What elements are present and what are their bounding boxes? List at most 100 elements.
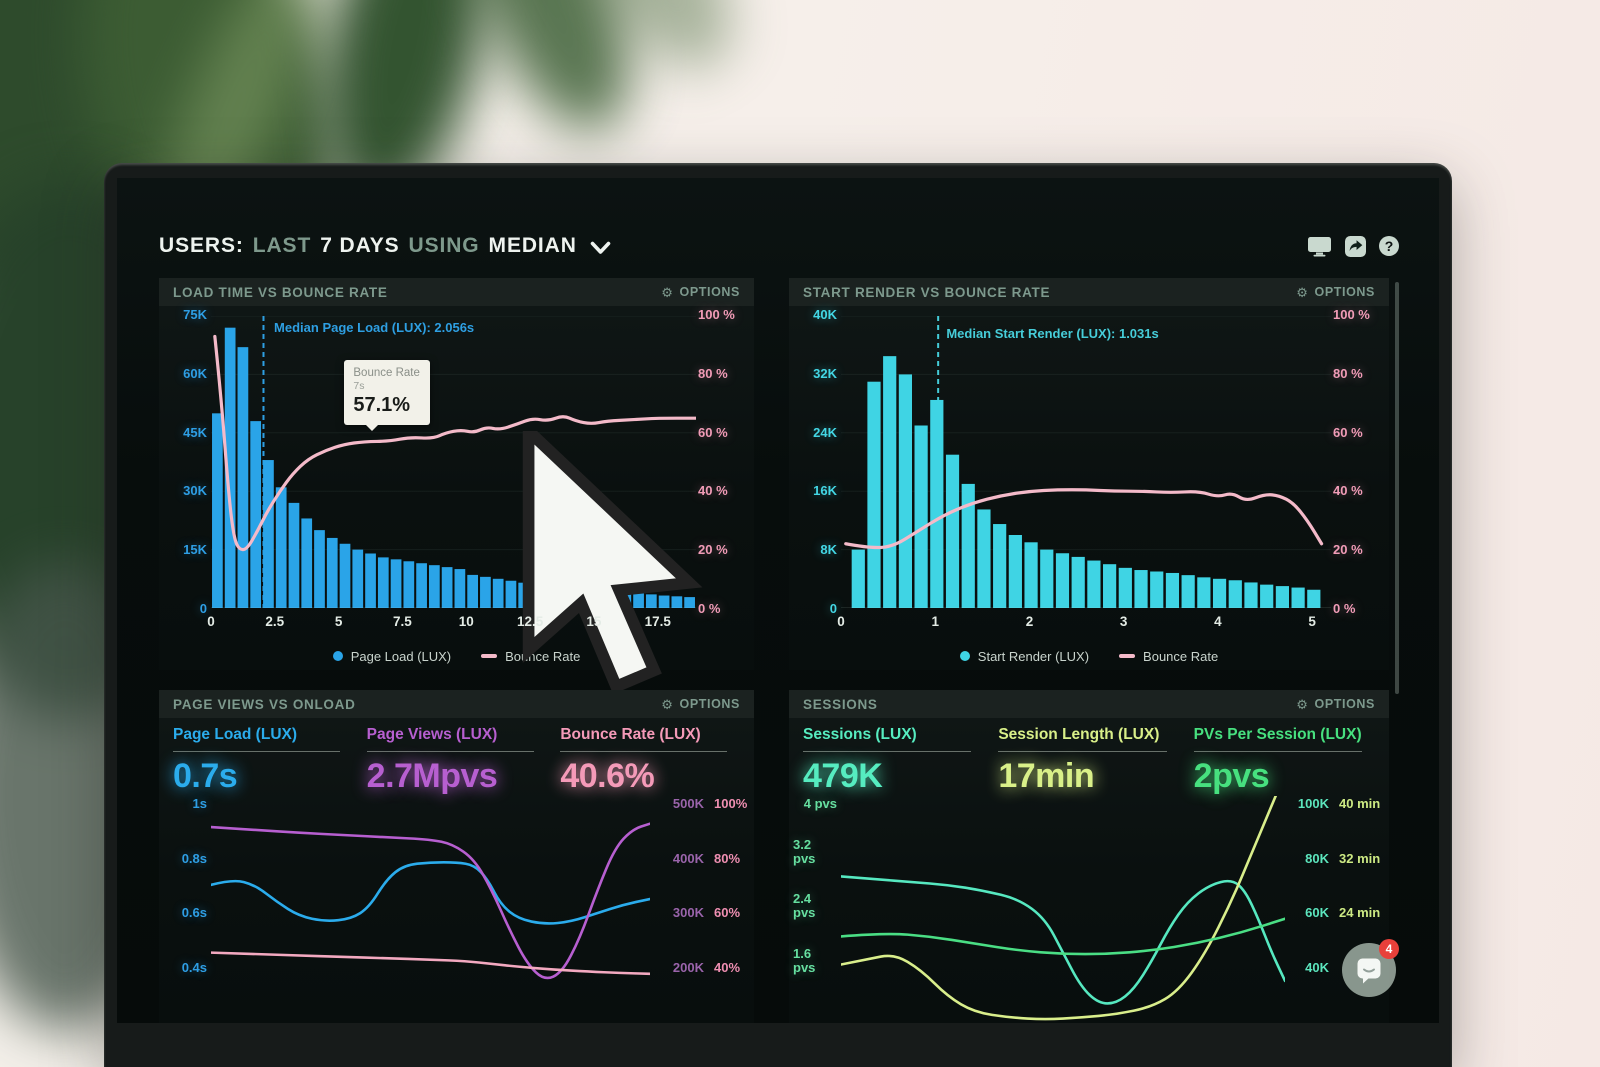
- axis-label: 60 %: [1333, 424, 1363, 440]
- axis-label: 0: [829, 600, 837, 616]
- axis-label: 75K: [183, 307, 207, 322]
- axis-label: 200K: [672, 959, 704, 975]
- axis-label: 80%: [714, 850, 741, 866]
- metric-page-load: Page Load (LUX) 0.7s: [173, 726, 363, 796]
- axis-label-row: 300K 60%: [652, 906, 752, 920]
- options-button[interactable]: ⚙ OPTIONS: [1296, 285, 1375, 299]
- title-segment: USERS:: [159, 234, 244, 257]
- metric-underline: [366, 751, 534, 752]
- axis-label: 20 %: [698, 542, 728, 558]
- x-axis: 0 2.5 5 7.5 10 12.5 15 17.5: [207, 614, 696, 632]
- y-axis-right: 100K 40 min 80K 32 min 60K 24 min 40K: [1287, 797, 1387, 975]
- chart-canvas: [841, 316, 1331, 608]
- chart-area: 1s 0.8s 0.6s 0.4s 500K 100% 400K 80% 300K 60% 200…: [159, 796, 754, 1023]
- axis-label: 24K: [813, 424, 837, 440]
- metric-row: Page Load (LUX) 0.7s Page Views (LUX) 2.…: [159, 718, 754, 796]
- metric-row: Sessions (LUX) 479K Session Length (LUX)…: [789, 718, 1389, 796]
- x-tick-label: 0: [837, 614, 845, 629]
- dashboard-header: USERS: LAST 7 DAYS USING MEDIAN: [159, 228, 1399, 264]
- start-render-chart[interactable]: Median Start Render (LUX): 1.031s: [841, 316, 1331, 608]
- legend-item-start-render[interactable]: Start Render (LUX): [959, 648, 1090, 664]
- chat-widget-button[interactable]: 4: [1342, 939, 1399, 997]
- metric-session-length: Session Length (LUX) 17min: [998, 726, 1189, 796]
- axis-label: 0 %: [698, 600, 721, 616]
- x-tick-label: 2.5: [265, 614, 285, 629]
- axis-label-row: 60K 24 min: [1287, 906, 1387, 920]
- display-icon[interactable]: [1307, 236, 1332, 257]
- sessions-chart[interactable]: [841, 796, 1285, 1023]
- legend-item-bounce-rate[interactable]: Bounce Rate: [1119, 649, 1218, 664]
- x-tick-label: 17.5: [644, 614, 671, 629]
- chart-canvas: [211, 796, 650, 1023]
- metric-page-views: Page Views (LUX) 2.7Mpvs: [366, 726, 557, 796]
- x-tick-label: 0: [207, 614, 215, 629]
- load-time-chart[interactable]: Median Page Load (LUX): 2.056s Bounce Ra…: [211, 316, 703, 695]
- share-icon[interactable]: [1345, 235, 1366, 257]
- axis-label: 40K: [1305, 959, 1329, 975]
- axis-label-row: 200K 40%: [652, 959, 752, 975]
- axis-label: 0.6s: [181, 905, 207, 921]
- users-range-dropdown[interactable]: USERS: LAST 7 DAYS USING MEDIAN: [159, 234, 611, 258]
- title-segment: LAST: [252, 234, 312, 257]
- metric-value: 17min: [998, 757, 1095, 795]
- axis-label: 40 %: [1333, 483, 1363, 499]
- metric-pvs-per-session: PVs Per Session (LUX) 2pvs: [1193, 726, 1385, 796]
- gear-icon: ⚙: [661, 284, 674, 300]
- metric-underline: [1193, 751, 1363, 752]
- axis-label: 60K: [1305, 905, 1329, 921]
- options-button[interactable]: ⚙ OPTIONS: [1296, 697, 1375, 711]
- help-icon[interactable]: ?: [1379, 236, 1399, 256]
- x-tick-label: 7.5: [393, 614, 412, 629]
- x-tick-label: 3: [1119, 614, 1128, 629]
- axis-label: 40 %: [698, 483, 728, 499]
- axis-label: 0: [199, 600, 207, 616]
- panel-title: START RENDER VS BOUNCE RATE: [803, 284, 1051, 300]
- metric-value: 0.7s: [173, 757, 238, 795]
- header-icons: ?: [1307, 235, 1399, 257]
- median-annotation: Median Page Load (LUX): 2.056s: [274, 320, 475, 336]
- page-views-chart[interactable]: [211, 796, 650, 1023]
- axis-label: 3.2 pvs: [793, 836, 816, 866]
- options-button[interactable]: ⚙ OPTIONS: [661, 285, 740, 299]
- options-label: OPTIONS: [679, 697, 740, 711]
- axis-label: 100K: [1297, 796, 1329, 811]
- axis-label: 300K: [672, 905, 704, 921]
- tooltip-value: 57.1%: [353, 393, 411, 416]
- y-axis-right: 100 % 80 % 60 % 40 % 20 % 0 %: [1333, 308, 1385, 616]
- y-axis-right: 100 % 80 % 60 % 40 % 20 % 0 %: [698, 308, 750, 616]
- panel-load-time: LOAD TIME VS BOUNCE RATE ⚙ OPTIONS 75K 60…: [159, 278, 754, 695]
- axis-label: 0 %: [1333, 600, 1356, 616]
- axis-label: 0.4s: [181, 959, 207, 975]
- axis-label: 40K: [813, 307, 837, 322]
- gear-icon: ⚙: [1296, 284, 1309, 300]
- axis-label: 40 min: [1339, 796, 1381, 811]
- metric-value: 40.6%: [560, 757, 655, 795]
- axis-label-row: 80K 32 min: [1287, 851, 1387, 866]
- metric-label: Page Views (LUX): [366, 726, 498, 743]
- y-axis-right: 500K 100% 400K 80% 300K 60% 200K 40%: [652, 797, 752, 975]
- axis-label: 1s: [192, 796, 207, 811]
- gear-icon: ⚙: [1296, 696, 1309, 712]
- axis-label: 8K: [820, 542, 837, 558]
- axis-label: 500K: [672, 796, 704, 811]
- panel-page-views: PAGE VIEWS VS ONLOAD ⚙ OPTIONS Page Load…: [159, 690, 754, 1023]
- axis-label: 60K: [183, 365, 207, 381]
- metric-value: 479K: [803, 757, 883, 795]
- options-label: OPTIONS: [679, 285, 740, 299]
- axis-label: 80 %: [1333, 365, 1363, 381]
- chart-area: 40K 32K 24K 16K 8K 0 100 % 80 % 60 % 40 % 20 % 0 %…: [789, 306, 1389, 642]
- axis-label: 20 %: [1333, 542, 1363, 558]
- axis-label: 40%: [714, 959, 741, 975]
- tooltip-subtitle: 7s: [353, 379, 365, 392]
- x-tick-label: 5: [334, 614, 343, 629]
- panel-header: LOAD TIME VS BOUNCE RATE ⚙ OPTIONS: [159, 278, 754, 306]
- legend-label: Start Render (LUX): [977, 648, 1090, 664]
- axis-label: 30K: [183, 483, 207, 499]
- x-axis: 0 1 2 3 4 5: [837, 614, 1331, 632]
- legend-item-page-load[interactable]: Page Load (LUX): [332, 649, 451, 664]
- scrollbar[interactable]: [1395, 282, 1399, 694]
- options-button[interactable]: ⚙ OPTIONS: [661, 697, 740, 711]
- axis-label: 100 %: [698, 307, 735, 322]
- x-tick-label: 2: [1025, 614, 1034, 629]
